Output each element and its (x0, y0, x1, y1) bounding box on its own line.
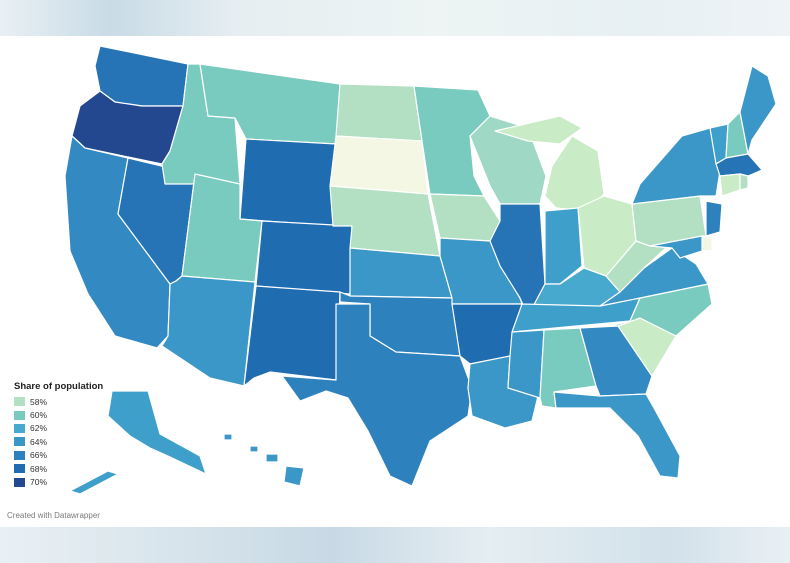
legend-swatch (14, 464, 25, 474)
map-card: Share of population 58% 60% 62% 64% 66% 68% 70… (0, 36, 790, 527)
legend-item: 70% (14, 475, 103, 488)
state-de[interactable] (701, 235, 713, 252)
state-ri[interactable] (739, 173, 749, 191)
state-co[interactable] (255, 220, 353, 295)
state-ny[interactable] (631, 127, 721, 205)
background-band-top (0, 0, 790, 36)
legend-label: 70% (30, 477, 48, 488)
legend-label: 62% (30, 423, 48, 434)
legend-rows: 58% 60% 62% 64% 66% 68% 70% (14, 395, 103, 489)
legend-swatch (14, 423, 25, 433)
legend-label: 64% (30, 436, 48, 447)
background-band-bottom (0, 527, 790, 563)
us-choropleth-map (64, 45, 777, 495)
legend-item: 60% (14, 408, 103, 421)
legend-item: 68% (14, 462, 103, 475)
state-ct[interactable] (719, 173, 741, 197)
state-ms[interactable] (507, 329, 545, 399)
state-md[interactable] (649, 235, 703, 259)
legend-item: 64% (14, 435, 103, 448)
legend-item: 66% (14, 449, 103, 462)
state-ak[interactable] (69, 390, 207, 495)
legend-swatch (14, 450, 25, 460)
state-nm[interactable] (243, 285, 341, 387)
legend-label: 66% (30, 450, 48, 461)
state-wy[interactable] (239, 138, 337, 227)
legend-label: 68% (30, 463, 48, 474)
legend-swatch (14, 437, 25, 447)
state-sd[interactable] (329, 135, 429, 195)
state-il[interactable] (489, 203, 546, 317)
state-fl[interactable] (553, 391, 681, 479)
state-nd[interactable] (335, 83, 423, 142)
legend-label: 60% (30, 410, 48, 421)
legend-item: 62% (14, 422, 103, 435)
state-me[interactable] (739, 65, 777, 155)
state-in[interactable] (544, 207, 583, 285)
legend-swatch (14, 477, 25, 487)
state-ia[interactable] (429, 193, 501, 242)
state-hi[interactable] (223, 433, 305, 487)
state-mn[interactable] (413, 85, 491, 197)
legend: Share of population 58% 60% 62% 64% 66% 68% 70… (14, 381, 103, 489)
legend-swatch (14, 410, 25, 420)
state-ca[interactable] (64, 135, 171, 349)
state-az[interactable] (161, 275, 256, 387)
credit-text: Created with Datawrapper (7, 511, 100, 520)
state-ks[interactable] (349, 247, 453, 299)
legend-label: 58% (30, 396, 48, 407)
legend-swatch (14, 397, 25, 407)
state-tx[interactable] (281, 303, 473, 487)
legend-item: 58% (14, 395, 103, 408)
legend-title: Share of population (14, 381, 104, 392)
state-nj[interactable] (705, 200, 723, 237)
